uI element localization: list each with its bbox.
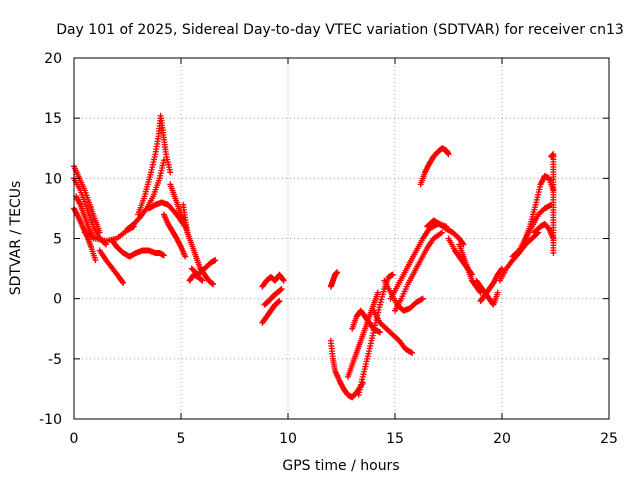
data-series: [259, 298, 283, 326]
data-point: [199, 277, 206, 284]
data-point: [439, 229, 446, 236]
data-point: [182, 253, 189, 260]
data-point: [280, 276, 287, 283]
y-tick-label: 10: [44, 171, 62, 187]
y-tick-labels: -10 -5 0 5 10 15 20: [39, 51, 62, 428]
y-tick-label: 0: [53, 292, 62, 308]
data-series: [520, 172, 557, 248]
x-tick-labels: 0 5 10 15 20 25: [70, 431, 618, 447]
data-point: [120, 280, 127, 287]
data-point: [409, 349, 416, 356]
data-point: [334, 269, 341, 276]
y-tick-label: -10: [39, 412, 62, 428]
x-tick-label: 10: [279, 431, 297, 447]
x-tick-label: 15: [386, 431, 404, 447]
grid-layer: [74, 58, 609, 419]
data-series: [126, 247, 167, 260]
data-series: [496, 229, 542, 284]
x-tick-label: 25: [600, 431, 618, 447]
data-series: [259, 271, 287, 290]
data-series: [124, 157, 167, 232]
data-series: [456, 241, 484, 296]
data-series: [387, 221, 450, 302]
data-point: [498, 266, 505, 273]
data-series: [424, 217, 467, 248]
data-point: [374, 289, 381, 296]
y-tick-label: 15: [44, 111, 62, 127]
data-series: [344, 289, 381, 380]
data-series: [392, 229, 446, 314]
data-point: [389, 271, 396, 278]
data-point: [377, 329, 384, 336]
data-series: [261, 286, 285, 308]
data-point: [459, 240, 466, 247]
data-point: [276, 298, 283, 305]
data-point: [210, 281, 217, 288]
data-point: [550, 249, 557, 256]
data-series: [327, 269, 341, 290]
data-series: [96, 247, 127, 287]
data-series: [477, 265, 505, 305]
data-series: [548, 151, 557, 256]
y-axis-label: SDTVAR / TECUs: [8, 181, 24, 296]
y-tick-label: 20: [44, 51, 62, 67]
y-tick-label: -5: [48, 352, 62, 368]
data-point: [160, 157, 167, 164]
y-tick-label: 5: [53, 232, 62, 248]
data-point: [515, 248, 522, 255]
data-point: [92, 257, 99, 264]
data-series: [145, 199, 189, 230]
data-point: [419, 295, 426, 302]
data-point: [160, 252, 167, 259]
data-point: [280, 277, 287, 284]
chart-title: Day 101 of 2025, Sidereal Day-to-day VTE…: [56, 22, 624, 38]
data-series: [186, 271, 206, 284]
data-point: [167, 169, 174, 176]
data-point: [119, 279, 126, 286]
data-point: [212, 257, 219, 264]
data-series: [135, 112, 174, 218]
x-axis-label: GPS time / hours: [282, 458, 399, 474]
data-point: [445, 151, 452, 158]
data-point: [278, 286, 285, 293]
x-tick-label: 5: [177, 431, 186, 447]
data-series: [160, 211, 189, 260]
data-points: [71, 112, 557, 401]
x-tick-label: 0: [70, 431, 79, 447]
x-tick-label: 20: [493, 431, 511, 447]
data-series: [417, 145, 452, 188]
tick-marks: [73, 57, 610, 420]
data-series: [370, 307, 416, 356]
data-series: [349, 307, 384, 336]
data-point: [494, 289, 501, 296]
